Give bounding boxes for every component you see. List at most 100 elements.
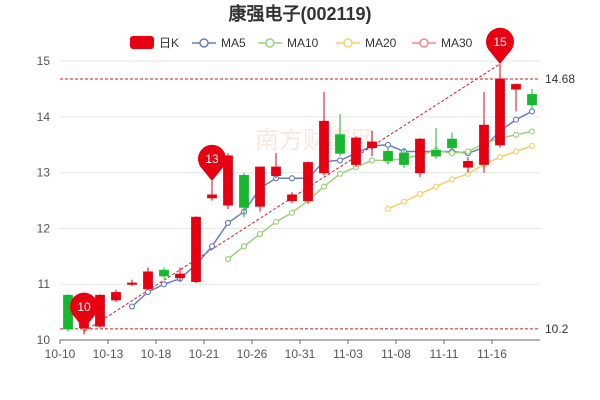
x-tick-label: 10-18 xyxy=(141,347,172,361)
candle-body xyxy=(319,120,329,174)
legend-swatch-dot xyxy=(199,38,209,48)
candle-body xyxy=(383,151,393,161)
candle xyxy=(143,267,153,290)
candle-body xyxy=(255,166,265,207)
candle xyxy=(319,91,329,176)
x-tick-label: 11-16 xyxy=(477,347,507,361)
legend: 日K MA5 MA10 MA20 MA30 xyxy=(130,36,473,50)
candle-body xyxy=(175,273,185,279)
ma20-line xyxy=(387,145,533,210)
candle xyxy=(415,138,425,178)
legend-item: MA30 xyxy=(412,36,473,50)
candle xyxy=(63,294,73,332)
x-tick-label: 11-03 xyxy=(333,347,363,361)
candle-body xyxy=(415,138,425,174)
ma5-point xyxy=(512,116,520,123)
candle xyxy=(383,147,393,165)
candle xyxy=(127,279,137,286)
ma20-point xyxy=(512,148,520,155)
ma5-point xyxy=(208,243,216,250)
ma10-point xyxy=(272,218,280,225)
ma5-point xyxy=(288,175,296,182)
ma10-point xyxy=(528,128,536,135)
ma10-point xyxy=(240,243,248,250)
candle-body xyxy=(159,269,169,277)
legend-label: MA30 xyxy=(441,36,473,50)
candle-body xyxy=(399,152,409,165)
y-tick-label: 14 xyxy=(37,110,51,124)
legend-label: MA10 xyxy=(287,36,319,50)
ma5-point xyxy=(384,141,392,148)
x-tick-label: 10-31 xyxy=(285,347,316,361)
marker-label: 13 xyxy=(205,152,219,166)
candle xyxy=(287,192,297,204)
ma5-point xyxy=(128,303,136,310)
ma10-point xyxy=(256,230,264,238)
candle-body xyxy=(495,78,505,146)
candle xyxy=(367,130,377,156)
candle xyxy=(271,153,281,179)
legend-swatch xyxy=(130,36,154,49)
ma20-point xyxy=(528,142,536,150)
y-tick-label: 15 xyxy=(37,54,51,68)
legend-item: MA10 xyxy=(258,36,319,50)
ma10-point xyxy=(512,131,520,138)
candle-body xyxy=(111,292,121,301)
x-tick-label: 11-11 xyxy=(430,347,459,361)
candle-body xyxy=(447,138,457,149)
candle xyxy=(207,181,217,201)
marker-pin: 15 xyxy=(486,27,515,64)
marker-shape xyxy=(198,144,227,182)
marker-shape xyxy=(486,27,515,64)
legend-swatch-dot xyxy=(419,38,429,48)
candle-body xyxy=(527,94,537,106)
ma20-point xyxy=(384,205,392,213)
candle xyxy=(351,136,361,168)
candle xyxy=(431,128,441,159)
marker-label: 10 xyxy=(77,300,91,314)
candle xyxy=(303,161,313,204)
reference-lines: 14.68 10.2 xyxy=(60,72,575,336)
legend-item: MA20 xyxy=(336,36,397,50)
ma10-point xyxy=(464,148,472,155)
marker-pin: 10 xyxy=(69,292,98,329)
ma10-point xyxy=(288,209,296,216)
ma10-point xyxy=(320,183,328,190)
ma5-point xyxy=(528,108,536,115)
candle xyxy=(255,166,265,212)
candle xyxy=(527,89,537,109)
y-tick-label: 13 xyxy=(37,166,51,180)
candle xyxy=(111,289,121,303)
candle xyxy=(495,63,505,148)
x-tick-label: 11-08 xyxy=(381,347,411,361)
candle-body xyxy=(367,141,377,149)
x-tick-label: 10-26 xyxy=(237,347,268,361)
y-tick-label: 12 xyxy=(37,221,51,235)
markers: 10 13 15 xyxy=(69,27,515,329)
candle-body xyxy=(143,271,153,290)
candle-body xyxy=(431,149,441,157)
candle-body xyxy=(287,194,297,202)
x-tick-label: 10-13 xyxy=(93,347,124,361)
candle xyxy=(335,114,345,156)
candle xyxy=(479,91,489,173)
ma10-point xyxy=(224,256,232,263)
candle-body xyxy=(479,124,489,165)
candle-body xyxy=(511,84,521,90)
candle xyxy=(159,267,169,279)
candle-body xyxy=(271,166,281,176)
legend-label: MA20 xyxy=(365,36,397,50)
ma5-point xyxy=(160,281,168,288)
ma5-point xyxy=(224,219,232,226)
marker-pin: 13 xyxy=(198,144,227,182)
candle xyxy=(223,153,233,209)
candle xyxy=(399,147,409,169)
x-tick-label: 10-10 xyxy=(45,347,76,361)
ma20-point xyxy=(448,176,456,183)
candle-body xyxy=(463,161,473,168)
candle-body xyxy=(63,294,73,330)
x-tick-label: 10-21 xyxy=(189,347,220,361)
ma20-point xyxy=(400,198,408,205)
